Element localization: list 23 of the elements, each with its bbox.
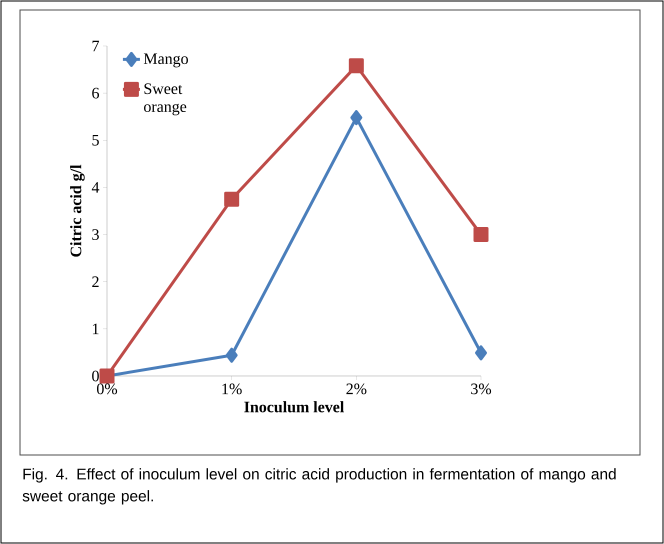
x-tick-label: 1% — [222, 384, 242, 394]
point — [474, 227, 489, 242]
y-tick-label: 4 — [92, 182, 100, 193]
point — [226, 348, 238, 363]
point — [475, 345, 488, 360]
y-tick-label: 7 — [92, 40, 100, 52]
legend-label: Mango — [144, 53, 188, 68]
point — [224, 192, 240, 207]
caption: Fig. 4. Effect of inoculum level on citric acid production in fermentation of mango and sweet orange peel. — [22, 468, 616, 504]
y-tick-label: 2 — [92, 276, 99, 287]
legend-label: Sweet orange — [144, 83, 186, 116]
point — [348, 58, 364, 74]
y-tick-label: 3 — [92, 229, 99, 240]
y-tick-label: 0 — [92, 370, 99, 382]
x-tick-label: 3% — [471, 384, 492, 394]
y-tick-label: 6 — [92, 88, 100, 98]
y-axis-title: Citric acid g/l — [70, 164, 85, 257]
x-tick-label: 2% — [346, 384, 366, 394]
y-tick-label: 1 — [92, 324, 99, 334]
y-tick-label: 5 — [92, 134, 99, 146]
point — [350, 110, 362, 126]
x-tick-label: 0% — [96, 384, 118, 394]
x-axis-title: Inoculum level — [244, 401, 344, 412]
